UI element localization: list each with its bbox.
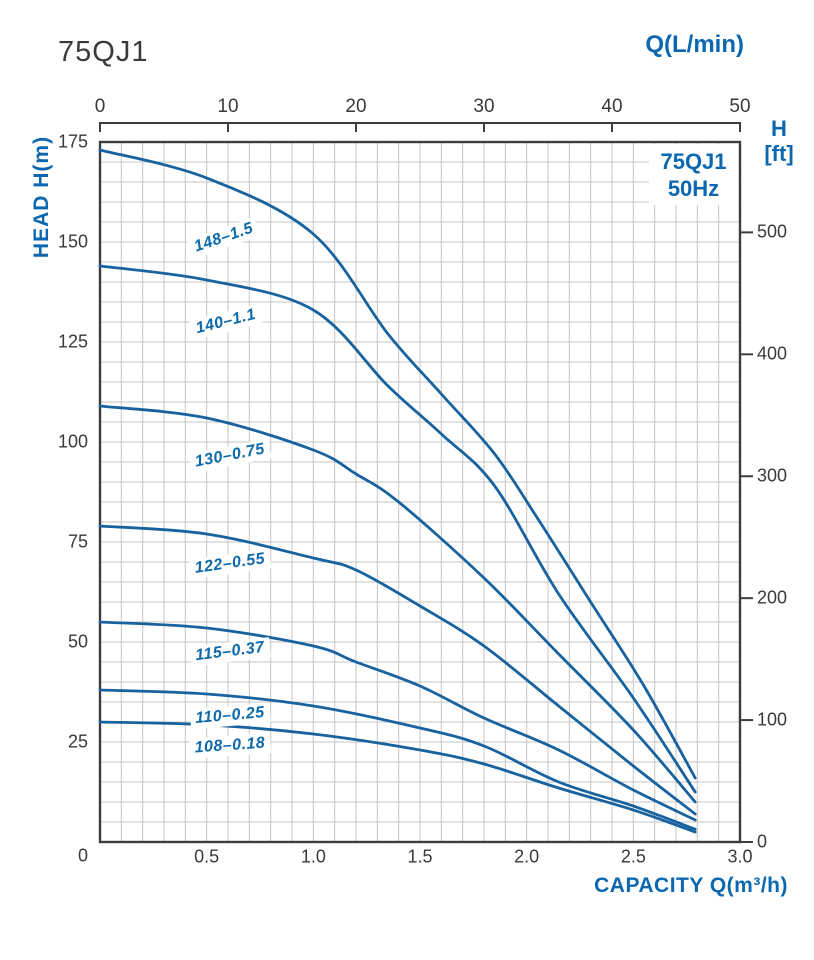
plot-border [98, 140, 742, 844]
pump-curve [98, 620, 697, 822]
right-axis-ticks [740, 231, 753, 843]
grid-lines [100, 142, 740, 842]
pump-curve [98, 688, 697, 831]
top-axis [99, 122, 741, 132]
pump-curve [98, 404, 697, 804]
pump-curve [98, 720, 697, 834]
pump-curve [98, 264, 697, 794]
pump-curves [98, 148, 697, 834]
pump-curve [98, 148, 697, 780]
pump-curve [98, 524, 697, 816]
